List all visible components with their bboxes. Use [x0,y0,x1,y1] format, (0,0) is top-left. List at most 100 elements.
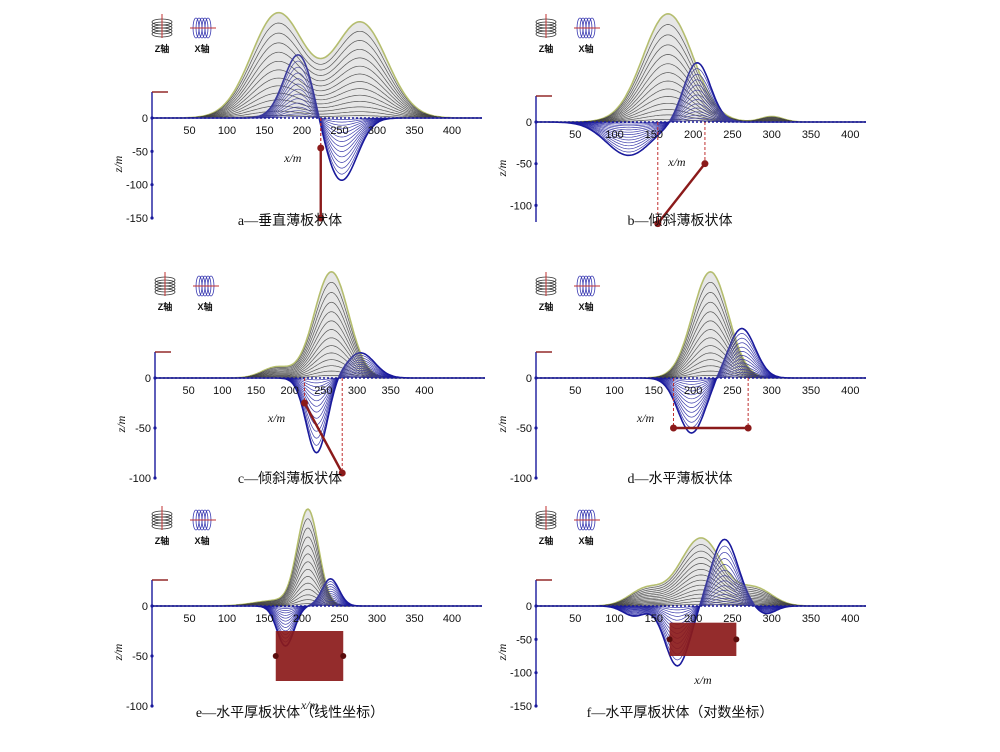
x-tick-label: 350 [802,129,820,141]
x-curve [536,120,866,124]
x-tick-label: 50 [569,613,581,625]
y-tick-mark [534,203,538,207]
y-tick-label: -50 [132,651,148,663]
x-tick-label: 50 [183,385,195,397]
x-tick-label: 350 [405,125,423,137]
y-tick-mark [153,376,157,380]
legend-z: Z轴 [539,301,554,312]
y-tick-label: -150 [126,213,148,225]
x-tick-label: 400 [841,129,859,141]
y-tick-mark [534,476,538,480]
y-tick-label: -100 [510,668,532,680]
legend-z: Z轴 [539,43,554,54]
y-tick-mark [534,671,538,675]
x-tick-label: 400 [443,125,461,137]
x-tick-label: 350 [405,613,423,625]
y-axis-label: z/m [111,643,125,661]
z-coil-icon [154,272,176,296]
x-tick-label: 200 [684,129,702,141]
x-coil-icon [193,275,219,297]
y-tick-label: -100 [510,473,532,485]
body-endpoint [338,469,346,477]
chart-panel-2: 50 100 150 200 250 300 350 400 0 -50 -100 z/m x/m Z轴 X… [100,258,485,490]
y-tick-label: -100 [126,701,148,713]
x-tick-label: 150 [255,125,273,137]
chart-svg: 50 100 150 200 250 300 350 400 0 -50 -100 z/m x/m Z轴 X… [111,506,482,713]
x-tick-label: 50 [183,125,195,137]
x-tick-label: 150 [247,385,265,397]
x-tick-label: 300 [348,385,366,397]
y-tick-label: 0 [526,117,532,129]
legend-x: X轴 [578,535,593,546]
y-tick-label: -100 [510,200,532,212]
x-tick-label: 150 [645,129,663,141]
x-tick-label: 400 [443,613,461,625]
x-tick-label: 100 [605,613,623,625]
x-tick-label: 350 [382,385,400,397]
chart-svg: 50 100 150 200 250 300 350 400 0 -50 -100 z/m x/m Z轴 X… [495,12,866,228]
conductor-body [669,622,737,656]
legend-x: X轴 [194,43,209,54]
y-tick-label: -100 [129,473,151,485]
x-tick-label: 300 [368,613,386,625]
body-endpoint [654,220,662,228]
x-coil-icon [190,509,216,531]
y-axis-label: z/m [495,159,509,177]
x-axis-label: x/m [267,411,286,425]
x-tick-label: 350 [802,613,820,625]
z-envelope-fill [152,12,482,119]
legend-x: X轴 [194,535,209,546]
legend-z: Z轴 [155,535,170,546]
body-endpoint [301,399,309,407]
x-tick-label: 50 [569,129,581,141]
body-endpoint [666,636,673,643]
y-axis-label: z/m [114,415,128,433]
y-tick-mark [153,426,157,430]
legend-x: X轴 [578,43,593,54]
x-tick-label: 100 [213,385,231,397]
chart-svg: 50 100 150 200 250 300 350 400 0 -50 -100 -150 z/m x/… [111,11,482,225]
chart-panel-3: 50 100 150 200 250 300 350 400 0 -50 -100 z/m x/m Z轴 X… [490,258,870,490]
panel-caption: f—水平厚板状体（对数坐标） [586,706,774,721]
x-axis-label: x/m [693,673,712,687]
legend-x: X轴 [578,301,593,312]
x-tick-label: 150 [255,613,273,625]
x-tick-label: 150 [645,613,663,625]
x-coil-icon [574,17,600,39]
panel-caption: a—垂直薄板状体 [237,214,343,229]
z-coil-icon [535,506,557,530]
y-tick-mark [534,162,538,166]
y-tick-mark [150,116,154,120]
x-curve [536,376,866,380]
y-tick-mark [153,476,157,480]
y-tick-mark [150,216,154,220]
x-tick-label: 100 [605,385,623,397]
y-tick-mark [534,426,538,430]
x-tick-label: 100 [605,129,623,141]
legend-z: Z轴 [158,301,173,312]
body-endpoint [744,424,752,432]
x-tick-label: 200 [293,613,311,625]
x-coil-icon [574,275,600,297]
y-tick-label: -150 [510,701,532,713]
z-coil-icon [535,14,557,38]
y-axis-label: z/m [111,155,125,173]
y-axis-label: z/m [495,643,509,661]
x-tick-label: 100 [218,125,236,137]
y-tick-label: -100 [126,180,148,192]
x-axis-label: x/m [667,155,686,169]
y-tick-mark [534,637,538,641]
x-coil-icon [190,17,216,39]
x-tick-label: 50 [183,613,195,625]
y-tick-label: 0 [142,601,148,613]
chart-svg: 50 100 150 200 250 300 350 400 0 -50 -100 z/m x/m Z轴 X… [114,270,485,485]
x-tick-label: 400 [841,613,859,625]
z-coil-icon [151,506,173,530]
body-endpoint [272,653,279,659]
chart-panel-0: 50 100 150 200 250 300 350 400 0 -50 -100 -150 z/m x/… [100,0,482,232]
body-endpoint [317,144,325,152]
x-tick-label: 200 [293,125,311,137]
x-tick-label: 200 [684,385,702,397]
legend-x: X轴 [197,301,212,312]
legend-z: Z轴 [539,535,554,546]
